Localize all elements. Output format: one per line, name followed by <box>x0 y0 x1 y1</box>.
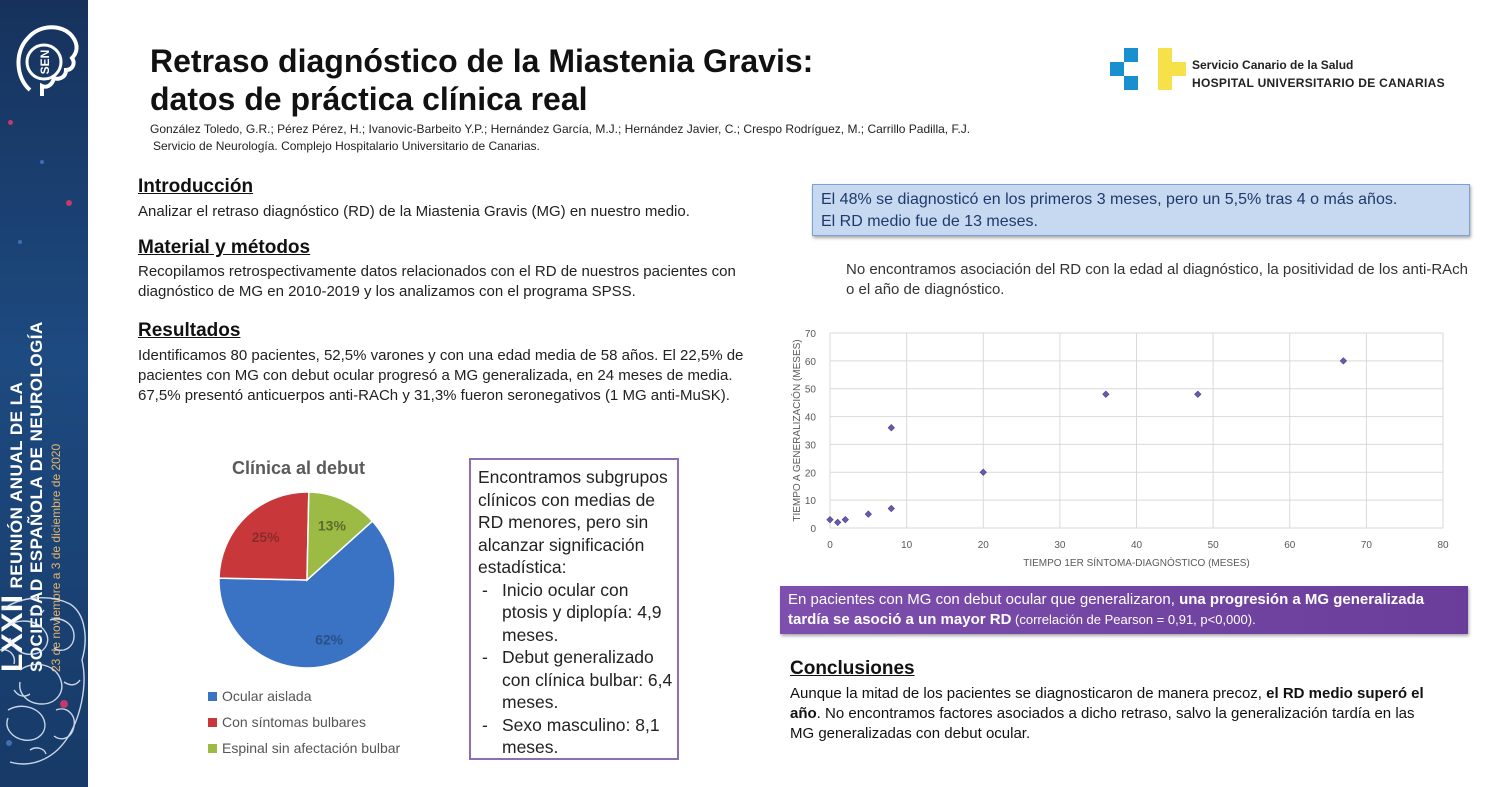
sen-logo-text: SEN <box>38 50 52 75</box>
y-tick-label: 30 <box>805 440 817 451</box>
subgroups-list: Inicio ocular con ptosis y diplopía: 4,9… <box>478 579 677 759</box>
hospital-cross-icon <box>1110 48 1186 90</box>
sidebar-banner: SEN LXXIIREUNIÓN ANUAL DE LA SOCIEDAD ES… <box>0 0 88 787</box>
correlation-callout: En pacientes con MG con debut ocular que… <box>780 586 1468 634</box>
x-tick-label: 60 <box>1284 540 1296 551</box>
y-tick-label: 0 <box>810 524 816 535</box>
diagnosis-timing-callout: El 48% se diagnosticó en los primeros 3 … <box>812 184 1470 236</box>
pie-legend: Ocular aislada Con síntomas bulbares Espin… <box>208 683 400 761</box>
meeting-line1: REUNIÓN ANUAL DE LA <box>7 381 26 589</box>
sen-logo: SEN <box>16 25 79 96</box>
data-point <box>841 516 849 524</box>
subgroups-box: Encontramos subgrupos clínicos con media… <box>469 458 679 760</box>
no-association-text: No encontramos asociación del RD con la … <box>846 261 1469 298</box>
decor-dot <box>60 700 68 708</box>
decor-dot <box>8 120 13 125</box>
decor-dot <box>40 160 44 164</box>
subgroups-intro: Encontramos subgrupos clínicos con media… <box>478 467 668 577</box>
decor-dot <box>66 200 72 206</box>
conclusion-part: . No encontramos factores asociados a di… <box>790 705 1415 742</box>
y-axis-label: TIEMPO A GENERALIZACIÓN (MESES) <box>790 339 803 521</box>
callout-line2: El RD medio fue de 13 meses. <box>821 213 1038 230</box>
methods-heading: Material y métodos <box>138 237 311 258</box>
callout-stat: (correlación de Pearson = 0,91, p<0,000)… <box>1011 612 1256 627</box>
x-axis-label: TIEMPO 1ER SÍNTOMA-DIAGNÓSTICO (MESES) <box>1023 556 1250 569</box>
hospital-line2: HOSPITAL UNIVERSITARIO DE CANARIAS <box>1192 76 1445 90</box>
legend-label: Ocular aislada <box>222 688 312 704</box>
intro-text: Analizar el retraso diagnóstico (RD) de … <box>138 203 690 220</box>
x-tick-label: 30 <box>1054 540 1066 551</box>
data-point <box>1339 357 1348 365</box>
conclusions-text: Aunque la mitad de los pacientes se diag… <box>790 684 1430 744</box>
pie-slice-espinal <box>306 491 374 582</box>
hospital-line1: Servicio Canario de la Salud <box>1192 58 1354 72</box>
legend-swatch <box>208 718 217 727</box>
legend-label: Con síntomas bulbares <box>222 714 366 730</box>
data-point <box>834 518 842 527</box>
title-line1: Retraso diagnóstico de la Miastenia Grav… <box>150 43 814 79</box>
decor-dot <box>18 240 22 244</box>
pie-chart-title: Clínica al debut <box>232 458 366 478</box>
pie-slice-label: 62% <box>315 631 344 647</box>
data-point <box>1102 390 1110 398</box>
authors-block: González Toledo, G.R.; Pérez Pérez, H.; … <box>150 121 970 155</box>
y-tick-label: 10 <box>805 496 817 507</box>
methods-text: Recopilamos retrospectivamente datos rel… <box>138 263 736 300</box>
y-tick-label: 20 <box>805 468 817 479</box>
decor-dot <box>6 740 12 746</box>
y-tick-label: 70 <box>805 329 817 340</box>
legend-label: Espinal sin afectación bulbar <box>222 740 401 756</box>
callout-line1: El 48% se diagnosticó en los primeros 3 … <box>821 191 1398 208</box>
conclusions-heading: Conclusiones <box>790 658 915 679</box>
x-tick-label: 0 <box>827 540 833 551</box>
x-tick-label: 50 <box>1208 540 1220 551</box>
x-tick-label: 80 <box>1437 540 1449 551</box>
scatter-chart: 0 10 20 30 40 50 60 70 0 10 20 30 40 50 60 70 80 TIEMPO 1… <box>790 329 1449 569</box>
legend-item: Ocular aislada <box>208 683 400 709</box>
legend-item: Espinal sin afectación bulbar <box>208 735 400 761</box>
callout-emphasis: una progresión a MG generalizada tardía … <box>788 591 1425 628</box>
y-tick-label: 50 <box>805 385 817 396</box>
list-item: Sexo masculino: 8,1 meses. <box>478 714 677 759</box>
intro-heading: Introducción <box>138 176 254 197</box>
list-item: Debut generalizado con clínica bulbar: 6… <box>478 646 677 714</box>
data-point <box>887 504 895 513</box>
affiliation: Servicio de Neurología. Complejo Hospita… <box>153 139 540 153</box>
y-tick-label: 60 <box>805 357 817 368</box>
data-point <box>864 510 872 518</box>
legend-item: Con síntomas bulbares <box>208 709 400 735</box>
legend-swatch <box>208 692 217 701</box>
results-heading: Resultados <box>138 320 241 341</box>
x-tick-label: 20 <box>978 540 990 551</box>
conclusion-emphasis: el RD medio superó el año <box>790 685 1424 722</box>
data-point <box>826 516 834 524</box>
callout-text: En pacientes con MG con debut ocular que… <box>788 591 1180 608</box>
pie-slice-label: 25% <box>252 529 281 545</box>
data-point <box>979 468 987 476</box>
brain-illustration <box>0 597 86 765</box>
legend-swatch <box>208 744 217 753</box>
data-point <box>1194 390 1202 398</box>
title-line2: datos de práctica clínica real <box>150 81 588 117</box>
pie-slice-label: 13% <box>318 518 347 534</box>
results-text: Identificamos 80 pacientes, 52,5% varone… <box>138 347 744 404</box>
conclusion-part: Aunque la mitad de los pacientes se diag… <box>790 685 1267 702</box>
pie-slice-ocular <box>218 520 396 669</box>
x-tick-label: 70 <box>1361 540 1373 551</box>
author-list: González Toledo, G.R.; Pérez Pérez, H.; … <box>150 122 971 136</box>
x-tick-label: 40 <box>1131 540 1143 551</box>
poster-title: Retraso diagnóstico de la Miastenia Grav… <box>150 42 813 118</box>
y-tick-label: 40 <box>805 413 817 424</box>
pie-chart: 62% 25% 13% <box>218 491 396 669</box>
list-item: Inicio ocular con ptosis y diplopía: 4,9… <box>478 579 677 647</box>
x-tick-label: 10 <box>901 540 913 551</box>
data-point <box>887 424 895 432</box>
pie-slice-bulbar <box>218 491 310 581</box>
hospital-logo: Servicio Canario de la Salud HOSPITAL UN… <box>1110 46 1450 96</box>
